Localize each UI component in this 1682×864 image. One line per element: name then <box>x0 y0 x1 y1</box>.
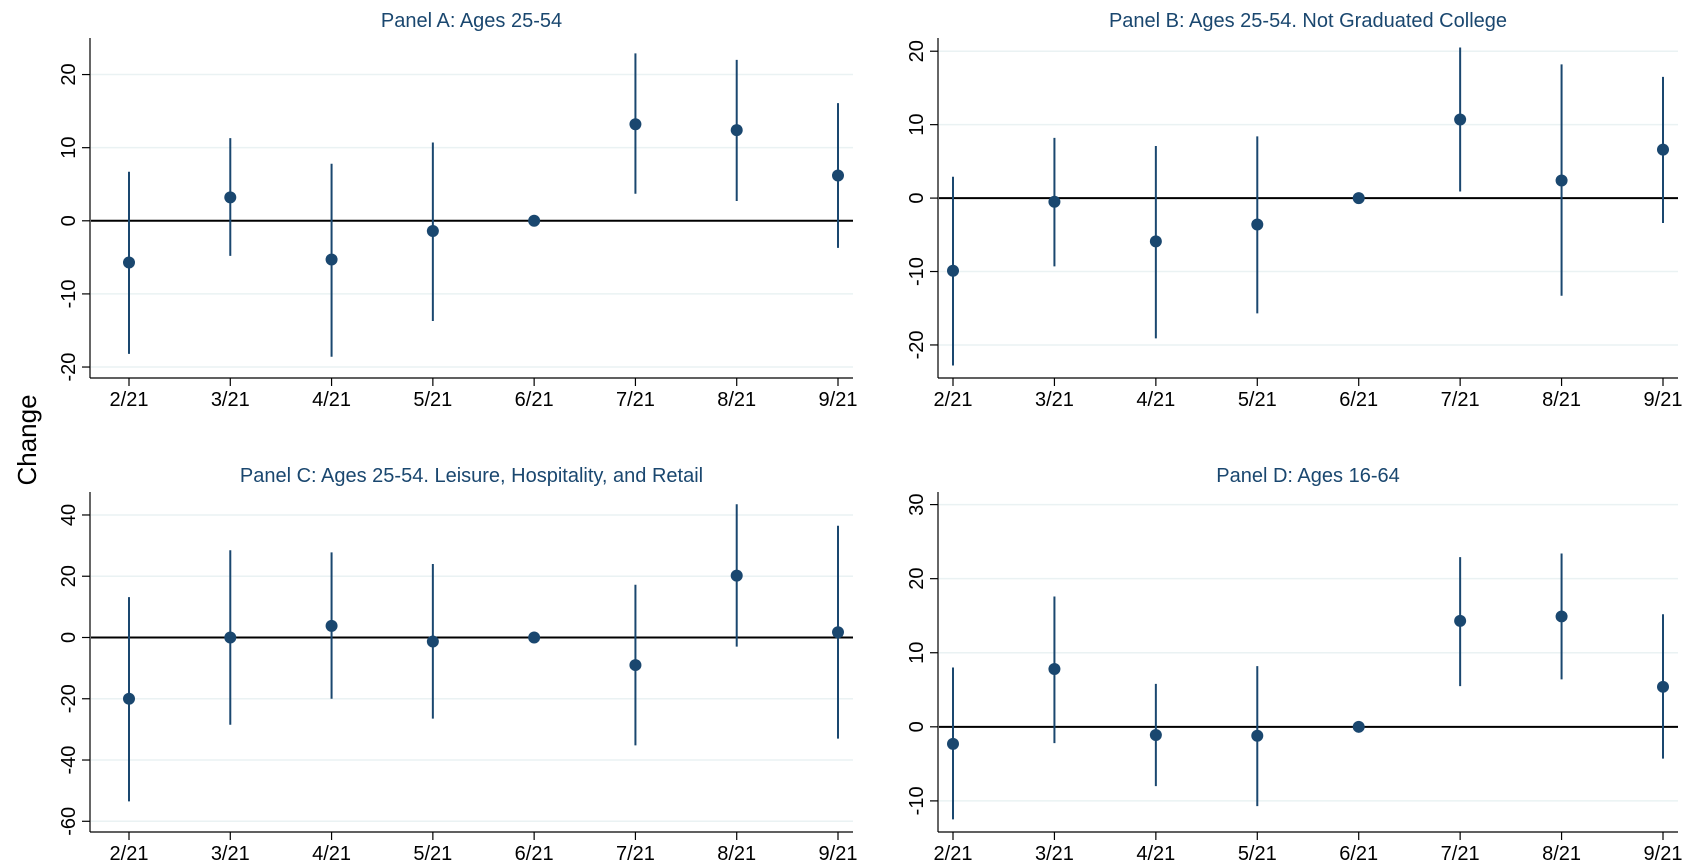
panel-a-y-tick-label: 10 <box>58 137 80 159</box>
panel-b-x-tick-label: 6/21 <box>1339 389 1378 411</box>
panel-c-point <box>224 631 237 644</box>
panel-a-y-tick-label: -10 <box>58 279 80 308</box>
panel-d-point <box>1251 729 1264 742</box>
panel-b-point <box>1657 143 1669 156</box>
panel-d-y-tick-label: 20 <box>906 568 928 590</box>
panel-b-point <box>1454 113 1467 126</box>
panel-d-y-tick-label: -10 <box>906 786 928 815</box>
panel-c-point <box>730 569 743 582</box>
panel-d-x-tick-label: 3/21 <box>1035 843 1074 864</box>
panel-c-point <box>832 626 844 639</box>
panel-b-point <box>1352 192 1365 205</box>
panel-d-x-tick-label: 7/21 <box>1441 843 1480 864</box>
panel-d-x-tick-label: 2/21 <box>934 843 973 864</box>
panel-b-point <box>1251 218 1264 231</box>
panel-a-x-tick-label: 2/21 <box>110 389 149 411</box>
panel-d-title: Panel D: Ages 16-64 <box>1216 465 1399 487</box>
panel-d-x-tick-label: 8/21 <box>1542 843 1581 864</box>
panel-a-point <box>730 124 743 137</box>
panel-c-y-tick-label: 20 <box>58 565 80 587</box>
panel-d-point <box>1352 720 1365 733</box>
panel-d-point <box>1657 680 1669 693</box>
panel-b-y-tick-label: -10 <box>906 257 928 286</box>
panel-a-point <box>325 253 338 266</box>
panel-b-y-tick-label: 20 <box>906 40 928 62</box>
panel-b-point <box>1149 235 1162 248</box>
panel-a-point <box>123 256 135 269</box>
panel-c-y-tick-label: -20 <box>58 684 80 713</box>
panel-b-title: Panel B: Ages 25-54. Not Graduated Colle… <box>1109 10 1507 32</box>
panel-c-x-tick-label: 7/21 <box>616 843 655 864</box>
panel-a-y-tick-label: -20 <box>58 353 80 382</box>
panel-b: Panel B: Ages 25-54. Not Graduated Colle… <box>906 10 1682 411</box>
panel-c-x-tick-label: 5/21 <box>413 843 452 864</box>
panel-d-x-tick-label: 6/21 <box>1339 843 1378 864</box>
panel-a-point <box>528 214 541 227</box>
panel-a-y-tick-label: 20 <box>58 63 80 85</box>
panel-c-x-tick-label: 9/21 <box>819 843 858 864</box>
panel-b-x-tick-label: 5/21 <box>1238 389 1277 411</box>
panel-b-y-tick-label: 0 <box>906 193 928 204</box>
panel-d-point <box>1555 610 1568 623</box>
panel-c: Panel C: Ages 25-54. Leisure, Hospitalit… <box>58 465 857 864</box>
panel-c-point <box>325 619 338 632</box>
panel-c-y-tick-label: -40 <box>58 746 80 775</box>
panel-b-y-tick-label: 10 <box>906 114 928 136</box>
panel-c-y-tick-label: -60 <box>58 807 80 836</box>
panel-d-point <box>1149 728 1162 741</box>
panel-b-y-tick-label: -20 <box>906 331 928 360</box>
panel-a-point <box>224 191 237 204</box>
panel-a-x-tick-label: 8/21 <box>717 389 756 411</box>
panel-a-x-tick-label: 5/21 <box>413 389 452 411</box>
shared-y-axis-label: Change <box>12 394 42 485</box>
panel-a-point <box>426 225 439 238</box>
panel-d: Panel D: Ages 16-64 -10 0 10 20 30 2/21 3/21 4/2… <box>906 465 1682 864</box>
panel-c-y-tick-label: 40 <box>58 504 80 526</box>
panel-c-point <box>123 692 135 705</box>
panel-c-x-tick-label: 4/21 <box>312 843 351 864</box>
panel-b-point <box>1555 174 1568 187</box>
panel-d-x-tick-label: 9/21 <box>1644 843 1682 864</box>
panel-d-point <box>1454 614 1467 627</box>
panel-a-point <box>832 169 844 182</box>
panel-a-x-tick-label: 9/21 <box>819 389 858 411</box>
panel-a-title: Panel A: Ages 25-54 <box>381 10 562 32</box>
panel-c-point <box>629 659 642 672</box>
panel-c-title: Panel C: Ages 25-54. Leisure, Hospitalit… <box>240 465 703 487</box>
panel-b-x-tick-label: 3/21 <box>1035 389 1074 411</box>
panel-a-x-tick-label: 4/21 <box>312 389 351 411</box>
panel-a-x-tick-label: 7/21 <box>616 389 655 411</box>
panel-d-y-tick-label: 30 <box>906 493 928 515</box>
panel-c-x-tick-label: 6/21 <box>515 843 554 864</box>
panel-b-point <box>1048 195 1061 208</box>
panel-d-x-tick-label: 5/21 <box>1238 843 1277 864</box>
panel-a-x-tick-label: 3/21 <box>211 389 250 411</box>
panel-d-y-tick-label: 10 <box>906 642 928 664</box>
panel-c-point <box>426 635 439 648</box>
panel-c-x-tick-label: 3/21 <box>211 843 250 864</box>
panel-c-point <box>528 631 541 644</box>
panel-b-x-tick-label: 2/21 <box>934 389 973 411</box>
panel-b-x-tick-label: 7/21 <box>1441 389 1480 411</box>
panel-a-x-tick-label: 6/21 <box>515 389 554 411</box>
panel-a-y-tick-label: 0 <box>58 215 80 226</box>
panel-d-point <box>1048 663 1061 676</box>
panel-b-x-tick-label: 8/21 <box>1542 389 1581 411</box>
panel-b-point <box>947 264 959 277</box>
panel-b-x-tick-label: 9/21 <box>1644 389 1682 411</box>
panel-d-x-tick-label: 4/21 <box>1136 843 1175 864</box>
panel-b-x-tick-label: 4/21 <box>1136 389 1175 411</box>
panel-d-y-tick-label: 0 <box>906 721 928 732</box>
panel-a: Panel A: Ages 25-54 -20 -10 0 10 20 2/21 3/21 4/… <box>58 10 857 411</box>
panel-c-y-tick-label: 0 <box>58 632 80 643</box>
panel-c-x-tick-label: 8/21 <box>717 843 756 864</box>
panel-a-point <box>629 118 642 131</box>
panel-c-x-tick-label: 2/21 <box>110 843 149 864</box>
panel-d-point <box>947 737 959 750</box>
